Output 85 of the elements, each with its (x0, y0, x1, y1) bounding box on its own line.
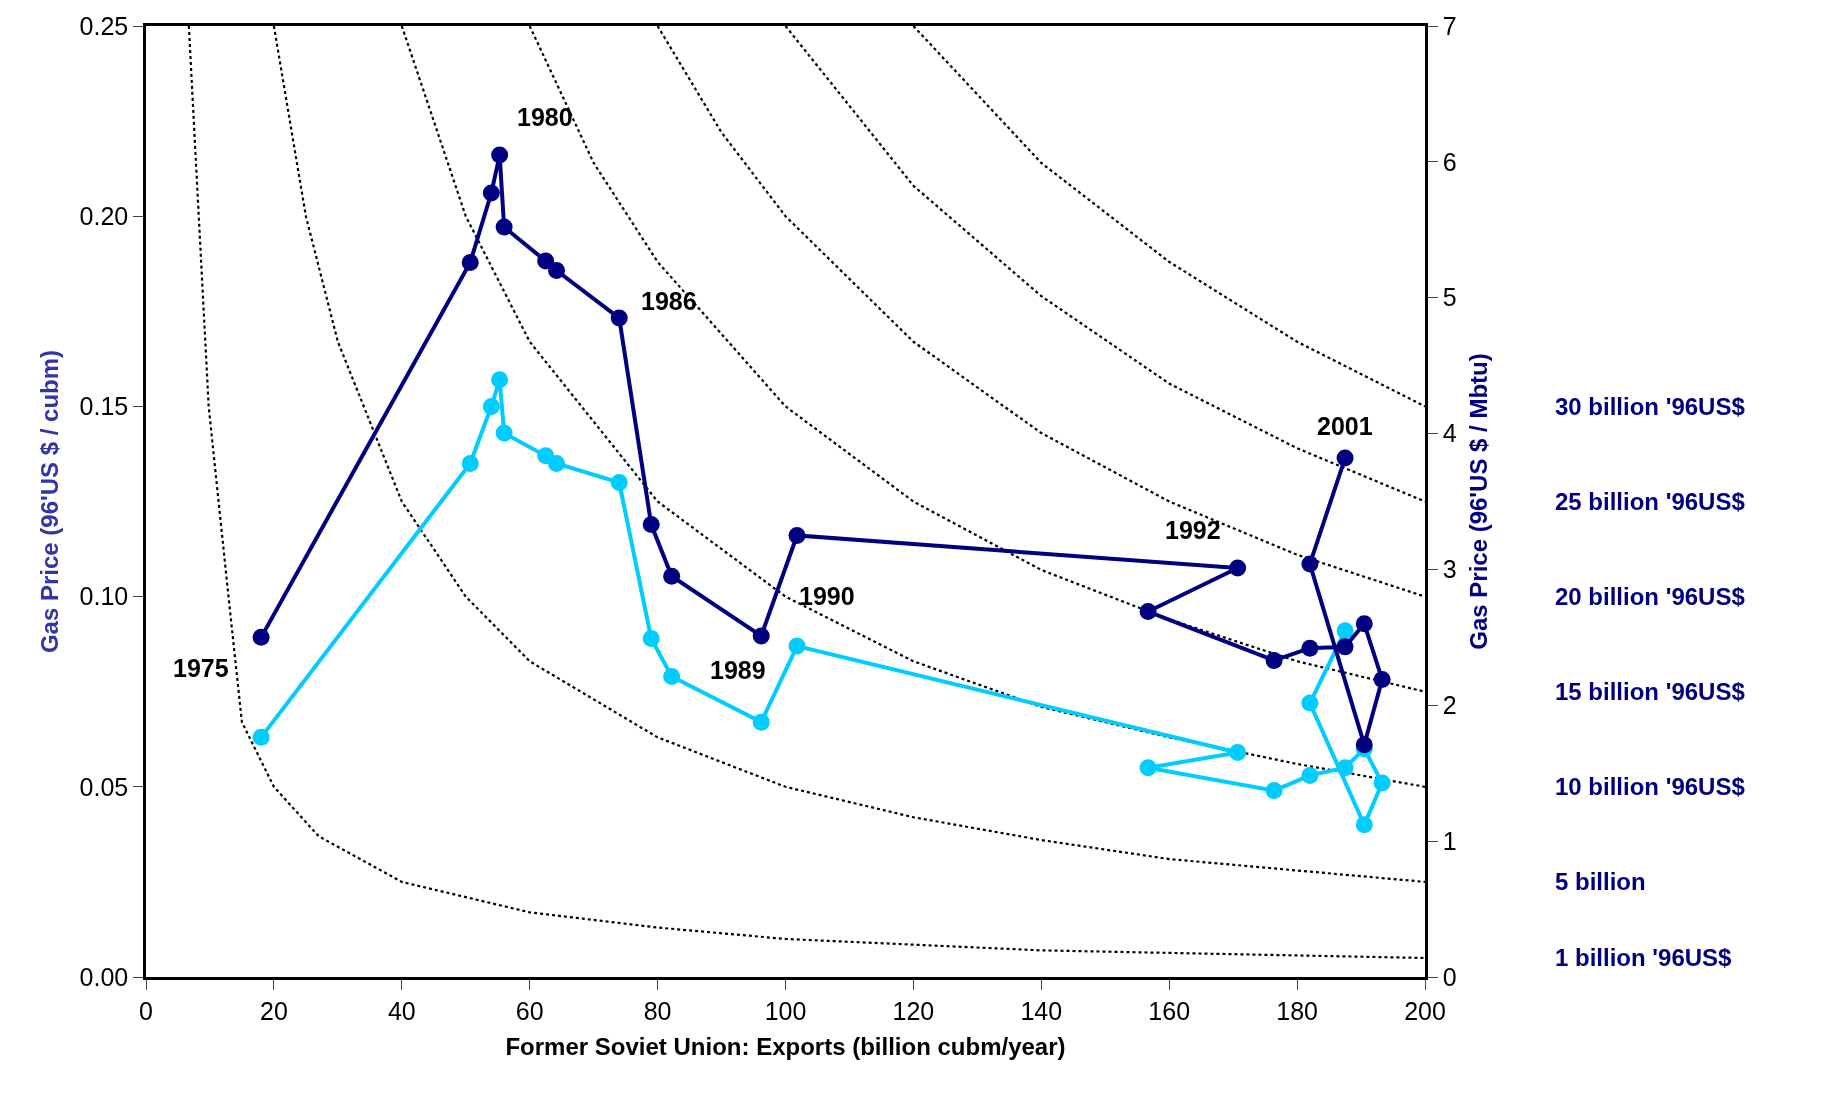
x-axis-title: Former Soviet Union: Exports (billion cubm/year) (505, 1033, 1066, 1061)
point (537, 252, 555, 270)
y2-tick-label: 7 (1442, 11, 1457, 40)
y2-axis-title: Gas Price (96'US $ / Mbtu) (1465, 353, 1493, 650)
point (1301, 694, 1319, 712)
annotation: 1992 (1165, 516, 1221, 544)
annotation: 1975 (173, 654, 229, 682)
text: 20 billion '96US$ (1555, 583, 1746, 610)
point (788, 526, 806, 544)
point (482, 184, 500, 202)
point (610, 473, 628, 491)
y-tick-label: 0.00 (79, 962, 129, 991)
y-tick-label: 0.25 (79, 11, 129, 40)
point (1355, 736, 1373, 754)
y-axis-title: Gas Price (96'US $ / cubm) (35, 349, 63, 654)
point (491, 371, 509, 389)
y-tick-label: 0.10 (79, 582, 129, 611)
point (663, 667, 681, 685)
annotation: 1980 (517, 103, 573, 131)
y2-tick-label: 1 (1442, 826, 1457, 855)
annotation: 1986 (641, 287, 697, 315)
point (663, 567, 681, 585)
point (1355, 615, 1373, 633)
point (495, 424, 513, 442)
point (1336, 449, 1354, 467)
y-tick-label: 0.05 (79, 772, 129, 801)
point (482, 397, 500, 415)
x-tick-label: 20 (259, 996, 288, 1025)
point (610, 309, 628, 327)
x-tick-label: 100 (764, 996, 807, 1025)
y-tick-label: 0.20 (79, 201, 129, 230)
point (1265, 782, 1283, 800)
point (1301, 766, 1319, 784)
point (461, 253, 479, 271)
point (548, 262, 566, 280)
text: 30 billion '96US$ (1555, 393, 1746, 420)
point (491, 146, 509, 164)
x-tick-label: 120 (892, 996, 935, 1025)
text: 5 billion (1555, 868, 1646, 895)
point (1265, 651, 1283, 669)
text: 10 billion '96US$ (1555, 773, 1746, 800)
x-tick-label: 160 (1148, 996, 1191, 1025)
x-tick-label: 80 (643, 996, 672, 1025)
y2-tick-label: 2 (1442, 691, 1457, 720)
point (1336, 759, 1354, 777)
point (1373, 670, 1391, 688)
point (252, 628, 270, 646)
point (1229, 744, 1247, 762)
point (548, 454, 566, 472)
point (495, 218, 513, 236)
point (752, 713, 770, 731)
y2-tick-label: 5 (1442, 283, 1457, 312)
x-tick-label: 200 (1404, 996, 1446, 1025)
point (1301, 639, 1319, 657)
x-tick-label: 40 (387, 996, 416, 1025)
point (1301, 555, 1319, 573)
y2-tick-label: 4 (1442, 419, 1457, 448)
point (461, 454, 479, 472)
annotation: 2001 (1317, 412, 1373, 440)
point (252, 728, 270, 746)
text: 25 billion '96US$ (1555, 488, 1746, 515)
y-tick-label: 0.15 (79, 392, 129, 421)
text: 15 billion '96US$ (1555, 678, 1746, 705)
y2-tick-label: 3 (1442, 555, 1457, 584)
point (1229, 559, 1247, 577)
point (1336, 638, 1354, 656)
point (752, 627, 770, 645)
y2-tick-label: 0 (1442, 962, 1457, 991)
x-tick-label: 140 (1020, 996, 1063, 1025)
x-tick-label: 60 (515, 996, 544, 1025)
line-series (784, 26, 1425, 503)
point (642, 516, 660, 534)
y2-tick-label: 6 (1442, 147, 1457, 176)
annotation: 1989 (710, 656, 766, 684)
point (642, 629, 660, 647)
text: 1 billion '96US$ (1555, 944, 1733, 971)
point (788, 637, 806, 655)
point (1373, 774, 1391, 792)
point (1355, 816, 1373, 834)
point (1139, 759, 1157, 777)
annotation: 1990 (799, 582, 855, 610)
point (1336, 622, 1354, 640)
x-tick-label: 0 (139, 996, 153, 1025)
x-tick-label: 180 (1276, 996, 1318, 1025)
point (1139, 603, 1157, 621)
